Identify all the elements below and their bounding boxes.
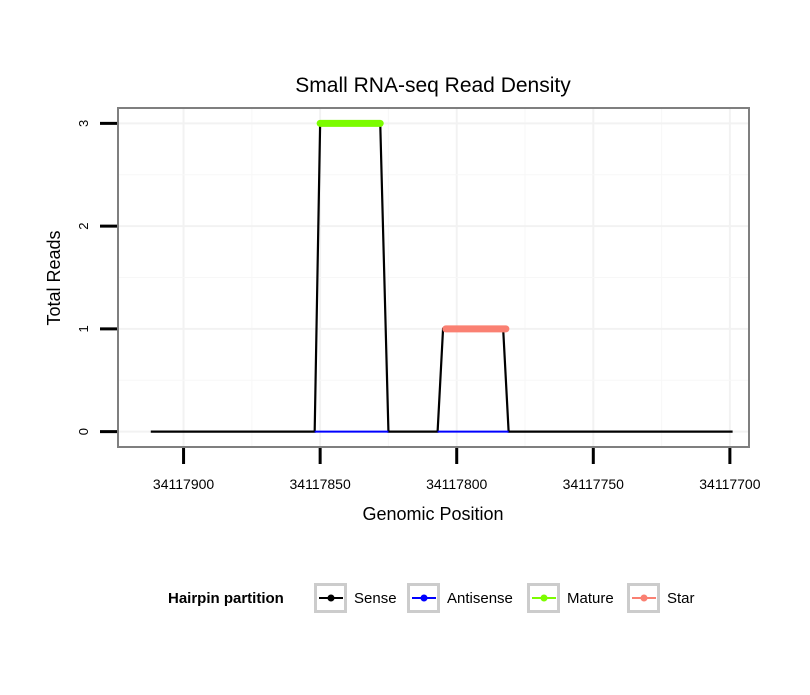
y-tick-label: 3 bbox=[76, 120, 91, 127]
legend-label: Antisense bbox=[447, 590, 513, 607]
x-tick-label: 34117800 bbox=[426, 476, 487, 492]
legend-key-point bbox=[640, 594, 648, 602]
x-tick-label: 34117750 bbox=[563, 476, 624, 492]
legend-item-sense: Sense bbox=[314, 583, 397, 613]
x-tick-label: 34117700 bbox=[699, 476, 760, 492]
legend-item-star: Star bbox=[627, 583, 695, 613]
x-tick-label: 34117900 bbox=[153, 476, 214, 492]
grid-layer bbox=[118, 108, 749, 447]
y-tick-label: 2 bbox=[76, 223, 91, 230]
legend-item-antisense: Antisense bbox=[407, 583, 513, 613]
axis-layer: 34117900 34117850 34117800 34117750 34117700… bbox=[76, 120, 761, 492]
y-tick-label: 1 bbox=[76, 325, 91, 332]
series-layer bbox=[150, 119, 733, 433]
legend-title: Hairpin partition bbox=[168, 590, 284, 607]
legend-key-point bbox=[540, 594, 548, 602]
series-sense-line bbox=[150, 122, 733, 433]
x-axis-label: Genomic Position bbox=[362, 504, 503, 524]
legend-key-point bbox=[420, 594, 428, 602]
legend-label: Star bbox=[667, 590, 695, 607]
x-tick-label: 34117850 bbox=[290, 476, 351, 492]
legend-key-point bbox=[327, 594, 335, 602]
y-axis-label: Total Reads bbox=[44, 230, 64, 325]
legend-label: Sense bbox=[354, 590, 397, 607]
legend-label: Mature bbox=[567, 590, 614, 607]
plot-panel-border bbox=[117, 107, 750, 448]
chart-title: Small RNA-seq Read Density bbox=[295, 74, 571, 97]
legend-item-mature: Mature bbox=[527, 583, 614, 613]
y-tick-label: 0 bbox=[76, 428, 91, 435]
legend: Hairpin partition Sense Antisense Mature St… bbox=[168, 583, 695, 613]
